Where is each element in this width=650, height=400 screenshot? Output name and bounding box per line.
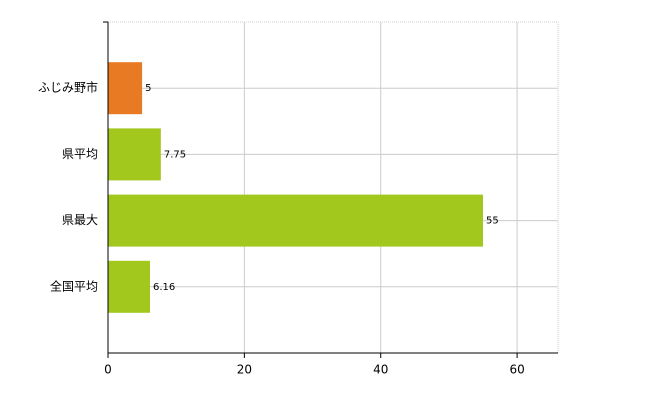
y-tick-label: ふじみ野市 (38, 80, 98, 95)
x-tick-label: 60 (509, 363, 524, 377)
bar (108, 260, 150, 313)
value-label: 5 (145, 83, 151, 94)
y-tick-label: 全国平均 (50, 278, 98, 293)
y-tick-label: 県最大 (62, 213, 98, 227)
bar (108, 194, 483, 247)
y-tick-label: 県平均 (62, 147, 98, 161)
x-tick-label: 0 (104, 363, 112, 377)
value-label: 6.16 (153, 282, 175, 293)
bar (108, 62, 143, 115)
x-tick-label: 20 (237, 363, 252, 377)
x-tick-label: 40 (373, 363, 388, 377)
bar (108, 128, 161, 181)
value-label: 55 (486, 216, 499, 227)
value-label: 7.75 (164, 149, 186, 160)
